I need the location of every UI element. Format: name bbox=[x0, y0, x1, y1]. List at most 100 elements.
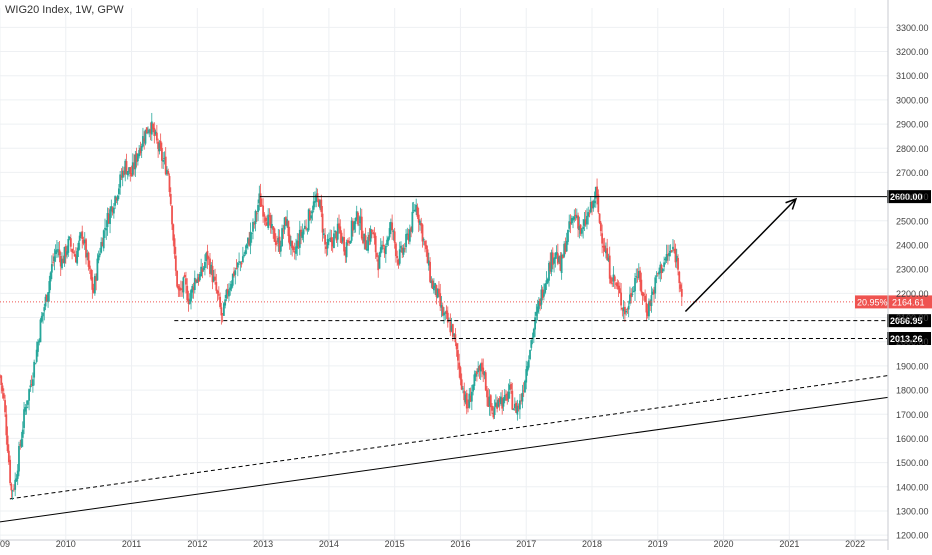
candle bbox=[57, 242, 60, 258]
candle-body bbox=[224, 299, 227, 306]
candle-body bbox=[543, 292, 545, 297]
candle-body bbox=[201, 268, 204, 272]
candle-body bbox=[373, 233, 376, 239]
candle-body bbox=[515, 402, 518, 413]
candle bbox=[529, 349, 531, 361]
candle bbox=[615, 281, 617, 290]
candle bbox=[338, 214, 340, 234]
candle-body bbox=[7, 450, 10, 463]
candle-body bbox=[131, 162, 134, 175]
candle-body bbox=[229, 287, 232, 291]
candle bbox=[243, 252, 246, 258]
candle bbox=[219, 292, 222, 309]
candle-body bbox=[298, 229, 301, 248]
candle-body bbox=[537, 300, 540, 309]
candle-body bbox=[225, 289, 228, 299]
x-tick-label: 2022 bbox=[845, 539, 865, 549]
candle-body bbox=[417, 214, 420, 223]
candle bbox=[196, 273, 199, 283]
candle-body bbox=[329, 238, 332, 240]
grid bbox=[0, 8, 888, 540]
candle-body bbox=[87, 252, 90, 267]
candle-body bbox=[277, 237, 280, 243]
candle bbox=[354, 217, 357, 233]
candle bbox=[674, 243, 677, 268]
candle bbox=[20, 431, 23, 448]
candle-body bbox=[430, 280, 433, 283]
candle bbox=[109, 206, 111, 234]
candle bbox=[77, 240, 80, 257]
candle-body bbox=[610, 277, 612, 284]
candle bbox=[296, 233, 299, 256]
candle-body bbox=[325, 246, 328, 249]
candle bbox=[421, 223, 424, 248]
candle bbox=[102, 229, 105, 252]
candle bbox=[350, 217, 353, 243]
candle bbox=[545, 271, 548, 290]
candle bbox=[588, 209, 591, 218]
candle-body bbox=[236, 262, 239, 268]
candle bbox=[62, 255, 65, 264]
candle-body bbox=[344, 249, 347, 256]
candle-body bbox=[48, 281, 51, 293]
candle bbox=[403, 242, 406, 253]
candle bbox=[644, 289, 647, 303]
candle bbox=[15, 474, 18, 483]
candle-body bbox=[583, 219, 586, 226]
candle-body bbox=[636, 277, 639, 278]
candle bbox=[336, 217, 339, 247]
candle bbox=[240, 260, 243, 268]
candle-body bbox=[93, 275, 96, 294]
y-tick-label: 1800.00 bbox=[896, 386, 929, 396]
candle bbox=[5, 405, 8, 445]
candle-body bbox=[71, 249, 74, 253]
candle bbox=[292, 245, 295, 253]
candle bbox=[475, 368, 478, 382]
candle bbox=[129, 166, 132, 182]
candle bbox=[110, 199, 113, 218]
candle bbox=[675, 248, 678, 269]
candle-body bbox=[507, 391, 510, 399]
candle-body bbox=[498, 398, 501, 402]
candle bbox=[131, 153, 134, 177]
candle-body bbox=[382, 244, 385, 247]
candle bbox=[278, 229, 281, 255]
candle-body bbox=[172, 224, 175, 241]
candle-body bbox=[110, 206, 113, 212]
candle bbox=[540, 284, 543, 310]
candle-body bbox=[562, 255, 564, 259]
candle-body bbox=[521, 392, 524, 402]
candle bbox=[546, 277, 549, 285]
candle bbox=[16, 464, 19, 486]
candle-body bbox=[530, 340, 533, 348]
level-label: 2600.00 bbox=[890, 192, 923, 202]
candle-body bbox=[483, 371, 486, 376]
candle bbox=[554, 252, 557, 268]
candle bbox=[221, 313, 224, 323]
candle-body bbox=[52, 261, 55, 263]
candle bbox=[333, 226, 335, 249]
candle-body bbox=[139, 147, 142, 154]
candle-body bbox=[186, 285, 189, 301]
candle bbox=[658, 267, 660, 280]
candle-body bbox=[436, 288, 439, 298]
candle bbox=[191, 284, 194, 299]
candle-body bbox=[43, 307, 46, 312]
candle-body bbox=[95, 276, 98, 281]
candle-body bbox=[42, 312, 44, 317]
candle bbox=[583, 211, 586, 232]
candle bbox=[450, 318, 453, 333]
candle-body bbox=[560, 254, 563, 274]
candle bbox=[206, 244, 209, 269]
candle bbox=[673, 240, 676, 254]
candle bbox=[572, 215, 574, 229]
candle-body bbox=[309, 210, 311, 221]
candle-body bbox=[496, 403, 499, 409]
candle bbox=[126, 171, 129, 180]
candle bbox=[164, 147, 167, 176]
candle-body bbox=[196, 279, 199, 283]
candle-body bbox=[649, 300, 652, 306]
candle-body bbox=[104, 227, 106, 230]
candle-body bbox=[125, 161, 128, 175]
candle bbox=[669, 244, 672, 257]
